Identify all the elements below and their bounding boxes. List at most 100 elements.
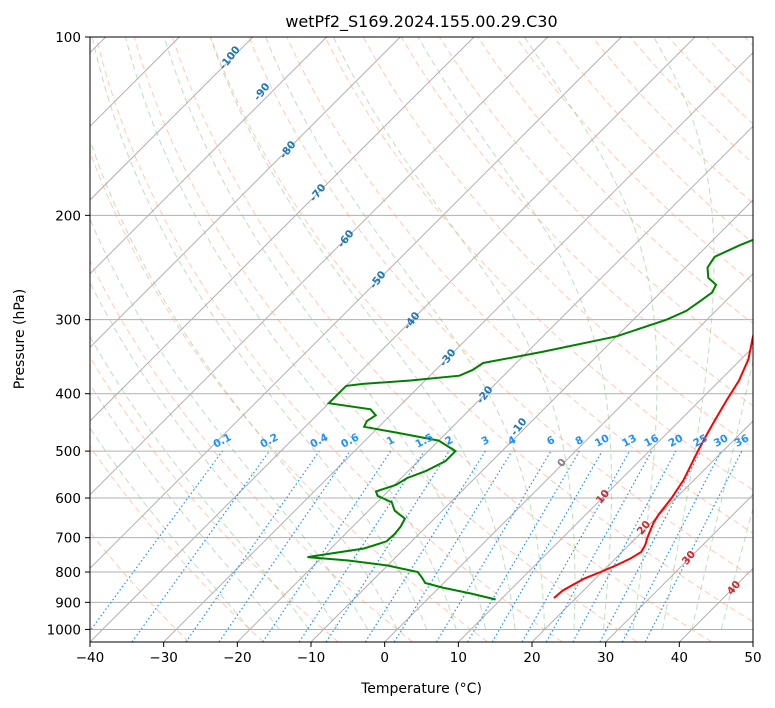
x-tick-label: 0	[380, 650, 389, 666]
x-tick-label: 30	[597, 650, 614, 666]
y-tick-label: 1000	[47, 622, 81, 638]
x-axis-label: Temperature (°C)	[360, 681, 482, 697]
x-tick-label: 10	[450, 650, 467, 666]
isotherm-line	[90, 37, 475, 422]
isotherm-line	[90, 37, 622, 570]
isotherm-line	[457, 346, 753, 642]
mixing-ratio-line	[364, 450, 486, 642]
x-tick-label: 50	[744, 650, 761, 666]
dry-adiabat-line	[668, 37, 753, 125]
dry-adiabat-line	[133, 37, 638, 642]
mixing-ratio-label: 16	[642, 432, 661, 449]
moist-adiabat-line	[417, 37, 612, 630]
mixing-ratio-line	[545, 450, 653, 642]
x-tick-label: −20	[223, 650, 252, 666]
dry-adiabat-line	[171, 37, 712, 642]
dry-adiabat-line	[90, 531, 190, 642]
y-tick-label: 800	[55, 565, 81, 581]
mixing-ratio-line	[325, 450, 450, 642]
temperature-profile-line	[553, 333, 753, 599]
dry-adiabat-line	[90, 259, 414, 642]
isotherm-line	[236, 125, 753, 642]
dry-adiabat-line	[477, 37, 753, 325]
mixing-ratio-label: 8	[573, 434, 585, 448]
moist-adiabat-line	[209, 37, 516, 630]
y-tick-label: 900	[55, 595, 81, 611]
mixing-ratio-line	[435, 450, 552, 642]
x-tick-label: 20	[523, 650, 540, 666]
isotherm-line	[678, 567, 753, 642]
dry-adiabat-line	[248, 37, 753, 578]
isotherm-line	[163, 51, 753, 642]
mixing-ratio-line	[599, 450, 702, 642]
y-tick-label: 700	[55, 531, 81, 547]
dry-adiabat-line	[324, 37, 753, 491]
mixing-ratio-line	[185, 450, 320, 642]
axes-frame: −40 −30 −20 −10 0 10 20 30 40 5010020030040050060…	[47, 30, 762, 666]
moist-adiabat-line	[653, 37, 715, 630]
isotherm-line	[90, 37, 401, 349]
x-tick-label: 40	[671, 650, 688, 666]
mixing-ratio-label: 6	[545, 434, 557, 448]
moist-adiabat-line	[90, 281, 339, 630]
moist-adiabat-line	[90, 138, 398, 630]
dry-adiabat-line	[706, 37, 753, 86]
isotherm-line	[90, 37, 328, 275]
y-tick-label: 400	[55, 387, 81, 403]
mixing-ratio-label: 0.2	[258, 431, 280, 450]
mixing-ratio-line	[90, 450, 223, 632]
moist-adiabat-line	[720, 506, 753, 630]
dry-adiabat-line	[515, 37, 753, 284]
dry-adiabat-line	[438, 37, 753, 366]
mixing-ratio-line	[491, 450, 603, 642]
y-tick-label: 200	[55, 208, 81, 224]
y-axis-label: Pressure (hPa)	[12, 289, 28, 389]
mixing-ratio-label: 3	[479, 434, 491, 448]
mixing-ratio-line	[218, 450, 351, 642]
moist-adiabat-line	[691, 358, 753, 630]
mixing-ratio-label: 13	[620, 432, 639, 449]
chart-title: wetPf2_S169.2024.155.00.29.C30	[285, 12, 557, 32]
isotherm-line	[605, 493, 753, 642]
moist-adiabat-line	[91, 37, 428, 630]
x-tick-label: −30	[149, 650, 178, 666]
dry-adiabat-line	[95, 37, 563, 642]
x-tick-label: −40	[76, 650, 105, 666]
isotherm-line	[531, 420, 753, 642]
mixing-ratio-label: 20	[667, 432, 686, 449]
mixing-ratio-label: 0.4	[308, 431, 330, 450]
isotherm-line	[310, 199, 753, 642]
mixing-ratio-line	[572, 450, 677, 642]
isotherm-line	[752, 641, 753, 642]
y-tick-label: 300	[55, 313, 81, 329]
moist-adiabat-line	[265, 37, 546, 630]
dry-adiabat-line	[210, 37, 753, 623]
mixing-ratio-line	[466, 450, 580, 642]
dewpoint-profile-line	[307, 238, 753, 601]
isotherm-line	[90, 37, 696, 642]
moist-adiabat-line	[332, 37, 576, 630]
axes-border	[89, 36, 754, 643]
isotherm-line	[384, 272, 753, 642]
dry-adiabat-line	[286, 37, 753, 534]
moist-adiabat-line	[524, 37, 658, 630]
dry-adiabat-line	[90, 356, 339, 642]
isotherm-line	[90, 37, 549, 496]
y-tick-label: 600	[55, 491, 81, 507]
dry-adiabat-line	[744, 37, 753, 47]
mixing-ratio-label: 0.1	[211, 431, 233, 450]
moist-adiabat-line	[90, 217, 369, 630]
dry-adiabat-line	[90, 150, 488, 642]
moist-adiabat-line	[163, 37, 487, 630]
mixing-ratio-label: 10	[593, 432, 612, 449]
moist-adiabat-line	[90, 335, 310, 630]
dry-adiabat-label: -100	[217, 44, 243, 72]
dry-adiabat-line	[591, 37, 753, 204]
mixing-ratio-label: 2	[443, 434, 455, 448]
y-tick-label: 500	[55, 444, 81, 460]
moist-adiabat-line	[90, 427, 251, 630]
dry-adiabat-line	[90, 445, 264, 642]
x-tick-label: −10	[297, 650, 326, 666]
moist-adiabat-line	[90, 383, 280, 630]
